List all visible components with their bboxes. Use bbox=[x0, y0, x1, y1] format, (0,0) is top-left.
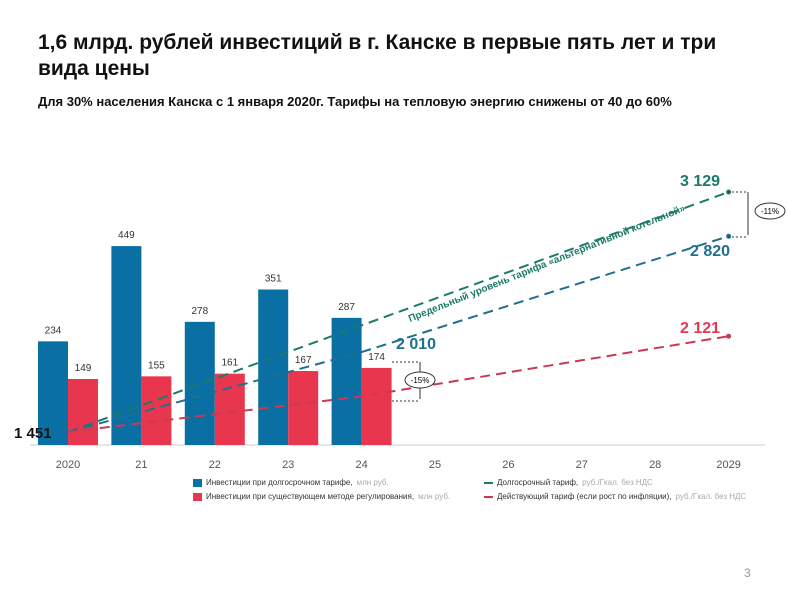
bar-label: 155 bbox=[148, 360, 165, 371]
bar bbox=[288, 371, 319, 445]
tariff-label: 1 7 bbox=[362, 383, 384, 400]
bar-label: 351 bbox=[265, 274, 282, 285]
tariff-label: 2 010 bbox=[396, 336, 436, 353]
legend-item-tariff-long: Долгосрочный тариф, руб./Гкал. без НДС bbox=[484, 478, 653, 487]
legend-swatch bbox=[193, 492, 202, 501]
tariff-label: 2 820 bbox=[690, 243, 730, 260]
x-tick-label: 28 bbox=[649, 459, 661, 471]
bar-label: 449 bbox=[118, 230, 135, 241]
bar-label: 167 bbox=[295, 355, 312, 366]
line-end-point bbox=[726, 233, 732, 239]
bar-label: 149 bbox=[75, 363, 92, 374]
guide-line bbox=[728, 191, 748, 238]
bar-label: 287 bbox=[338, 302, 355, 313]
page-title: 1,6 млрд. рублей инвестиций в г. Канске … bbox=[38, 31, 717, 80]
bar bbox=[111, 246, 142, 445]
legend-unit: руб./Гкал. без НДС bbox=[582, 478, 653, 487]
guide-line bbox=[392, 361, 420, 402]
reduction-label: -11% bbox=[761, 207, 779, 216]
bar bbox=[38, 341, 68, 445]
legend-line bbox=[484, 495, 493, 498]
page-number: 3 bbox=[744, 566, 751, 580]
legend-unit: млн руб. bbox=[418, 492, 451, 501]
bar-label: 174 bbox=[368, 352, 385, 363]
legend-item-tariff-current: Действующий тариф (если рост по инфляции… bbox=[484, 492, 746, 501]
x-tick-label: 2029 bbox=[716, 459, 740, 471]
tariff-line bbox=[67, 235, 729, 433]
legend-item-invest-long: Инвестиции при долгосрочном тарифе, млн р… bbox=[193, 478, 389, 487]
bar bbox=[258, 289, 289, 445]
bar-label: 278 bbox=[191, 306, 208, 317]
line-end-point bbox=[726, 333, 732, 339]
bar bbox=[68, 378, 98, 445]
page-subtitle: Для 30% населения Канска с 1 января 2020… bbox=[38, 94, 672, 109]
legend-line bbox=[484, 481, 493, 484]
legend-label: Инвестиции при существующем методе регул… bbox=[206, 492, 415, 501]
tariff-line bbox=[67, 191, 729, 433]
x-tick-label: 21 bbox=[135, 459, 147, 471]
legend-unit: млн руб. bbox=[356, 478, 389, 487]
legend-label: Инвестиции при долгосрочном тарифе, bbox=[206, 478, 353, 487]
x-tick-label: 22 bbox=[209, 459, 221, 471]
bar bbox=[331, 317, 362, 445]
x-tick-label: 27 bbox=[576, 459, 588, 471]
bar-label: 234 bbox=[45, 325, 62, 336]
tariff-label: 3 129 bbox=[680, 173, 720, 190]
x-tick-label: 23 bbox=[282, 459, 294, 471]
reduction-label: -15% bbox=[411, 376, 430, 385]
x-tick-label: 24 bbox=[355, 459, 367, 471]
badge bbox=[404, 371, 436, 389]
legend-label: Долгосрочный тариф, bbox=[497, 478, 579, 487]
legend-swatch bbox=[193, 478, 202, 487]
bar-label: 161 bbox=[221, 358, 238, 369]
badge bbox=[754, 202, 786, 220]
x-tick-label: 2020 bbox=[56, 459, 80, 471]
x-tick-label: 26 bbox=[502, 459, 514, 471]
x-tick-label: 25 bbox=[429, 459, 441, 471]
bar bbox=[184, 321, 215, 445]
start-tariff-label: 1 451 bbox=[14, 425, 52, 442]
tariff-label: 2 121 bbox=[680, 320, 720, 337]
legend-unit: руб./Гкал. без НДС bbox=[675, 492, 747, 501]
tariff-line bbox=[67, 335, 729, 433]
legend-label: Действующий тариф (если рост по инфляции… bbox=[497, 492, 672, 501]
bar bbox=[361, 367, 392, 445]
legend-item-invest-current: Инвестиции при существующем методе регул… bbox=[193, 492, 450, 501]
